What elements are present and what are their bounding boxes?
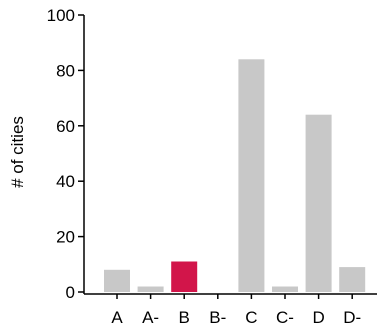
x-tick-label-7: D-	[343, 308, 361, 327]
bar-c-minus	[272, 286, 298, 292]
bar-d-minus	[339, 267, 366, 292]
labels-layer: 0 20 40 60 80 100 A A- B B- C C- D D-	[47, 6, 362, 327]
y-tick-label-40: 40	[56, 172, 75, 191]
y-axis-title: # of cities	[8, 116, 27, 188]
axes-layer	[78, 14, 377, 299]
bars-layer	[104, 59, 366, 292]
x-tick-label-3: B-	[209, 308, 226, 327]
y-tick-label-0: 0	[66, 283, 75, 302]
x-tick-label-2: B	[179, 308, 190, 327]
bar-b	[171, 261, 198, 292]
y-tick-label-80: 80	[56, 61, 75, 80]
bar-c	[238, 59, 265, 292]
x-tick-label-6: D	[312, 308, 324, 327]
y-tick-label-60: 60	[56, 117, 75, 136]
y-tick-label-100: 100	[47, 6, 75, 25]
bar-a	[104, 269, 130, 292]
x-tick-label-0: A	[111, 308, 123, 327]
y-tick-label-20: 20	[56, 228, 75, 247]
x-tick-label-5: C-	[276, 308, 294, 327]
bar-a-minus	[137, 286, 164, 292]
bar-d	[305, 114, 332, 292]
x-tick-label-1: A-	[142, 308, 159, 327]
x-tick-label-4: C	[245, 308, 257, 327]
